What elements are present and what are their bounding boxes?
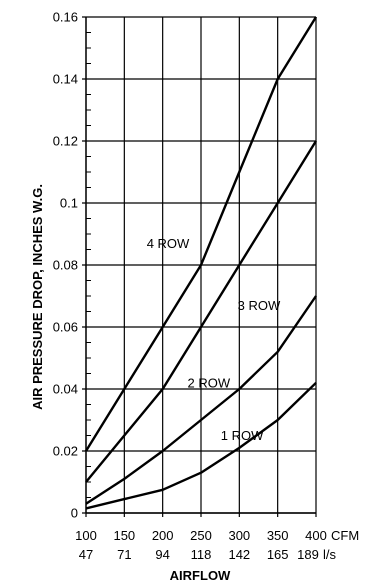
y-tick-label: 0.02 (53, 444, 78, 459)
x-secondary-unit-label: l/s (323, 547, 337, 562)
y-tick-label: 0.06 (53, 320, 78, 335)
x-axis-title: AIRFLOW (170, 568, 231, 583)
series-label: 4 ROW (147, 236, 190, 251)
x-tick-label: 350 (267, 528, 289, 543)
y-tick-label: 0 (71, 506, 78, 521)
y-tick-label: 0.1 (60, 196, 78, 211)
y-axis-title: AIR PRESSURE DROP, INCHES W.G. (30, 184, 45, 410)
series-label: 1 ROW (221, 428, 264, 443)
x-tick-label: 100 (75, 528, 97, 543)
series-label: 2 ROW (188, 375, 231, 390)
y-tick-label: 0.08 (53, 258, 78, 273)
y-tick-label: 0.14 (53, 72, 78, 87)
series-label: 3 ROW (238, 298, 281, 313)
x-tick-label: 200 (152, 528, 174, 543)
x-secondary-tick-label: 94 (155, 547, 169, 562)
x-secondary-tick-label: 165 (267, 547, 289, 562)
labels: 0 0.02 0.04 0.06 0.08 0.1 0.12 0.14 0.16 100 47 150… (53, 10, 359, 563)
y-tick-label: 0.16 (53, 10, 78, 25)
x-tick-label: 400 (305, 528, 327, 543)
x-secondary-tick-label: 189 (297, 547, 319, 562)
x-unit-label: CFM (331, 528, 359, 543)
x-secondary-tick-label: 71 (117, 547, 131, 562)
x-secondary-tick-label: 142 (228, 547, 250, 562)
y-tick-label: 0.04 (53, 382, 78, 397)
x-secondary-tick-label: 118 (191, 547, 212, 562)
x-tick-label: 250 (190, 528, 212, 543)
y-tick-label: 0.12 (53, 134, 78, 149)
x-tick-label: 300 (228, 528, 250, 543)
x-secondary-tick-label: 47 (79, 547, 93, 562)
x-tick-label: 150 (113, 528, 135, 543)
